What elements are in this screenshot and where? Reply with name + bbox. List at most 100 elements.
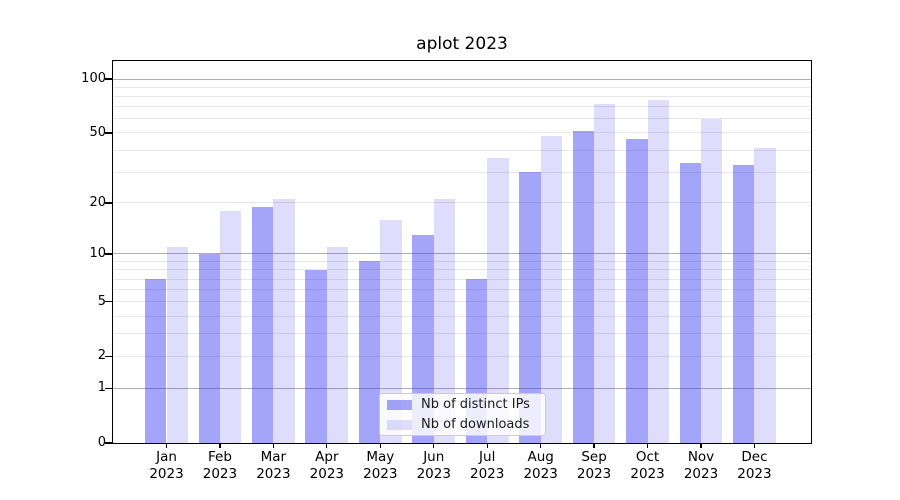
x-tick-month: Nov bbox=[687, 449, 715, 465]
x-tick-month: Apr bbox=[315, 449, 339, 465]
legend-label-downloads: Nb of downloads bbox=[421, 417, 530, 432]
bar-distinct-ips-jan bbox=[145, 279, 167, 443]
x-tick-label-mar: Mar 2023 bbox=[233, 449, 313, 483]
x-tick-label-jun: Jun 2023 bbox=[394, 449, 474, 483]
gridline-y-50 bbox=[113, 132, 811, 134]
y-tick-label-20: 20 bbox=[89, 194, 106, 210]
legend-swatch-distinct-ips-icon bbox=[387, 399, 412, 410]
x-tick-mark bbox=[486, 443, 488, 448]
bar-downloads-jul bbox=[487, 158, 509, 443]
bar-distinct-ips-feb bbox=[198, 253, 220, 443]
bar-downloads-feb bbox=[219, 210, 242, 443]
gridline-y-100 bbox=[113, 78, 811, 80]
legend-swatch-downloads-icon bbox=[387, 419, 412, 430]
x-tick-mark bbox=[219, 443, 221, 448]
bar-distinct-ips-apr bbox=[305, 269, 327, 443]
bar-downloads-mar bbox=[273, 199, 295, 443]
x-tick-month: May bbox=[366, 449, 395, 465]
y-tick-mark bbox=[105, 202, 112, 204]
x-tick-month: Jan bbox=[156, 449, 177, 465]
bar-distinct-ips-mar bbox=[252, 206, 274, 443]
gridline-y-7 bbox=[113, 278, 811, 280]
chart-title: aplot 2023 bbox=[416, 34, 508, 54]
x-tick-mark bbox=[433, 443, 435, 448]
x-tick-year: 2023 bbox=[256, 466, 291, 482]
y-tick-mark bbox=[105, 355, 112, 357]
gridline-y-6 bbox=[113, 289, 811, 291]
gridline-y-80 bbox=[113, 95, 811, 97]
bar-downloads-apr bbox=[326, 247, 349, 443]
x-tick-year: 2023 bbox=[309, 466, 345, 482]
x-tick-label-nov: Nov 2023 bbox=[661, 449, 741, 483]
x-tick-label-jan: Jan 2023 bbox=[127, 449, 207, 483]
x-tick-month: Jul bbox=[479, 449, 496, 465]
x-tick-year: 2023 bbox=[737, 466, 772, 482]
bar-distinct-ips-aug bbox=[519, 172, 541, 443]
bar-downloads-aug bbox=[540, 136, 563, 443]
gridline-y-20 bbox=[113, 202, 811, 204]
y-tick-label-2: 2 bbox=[97, 348, 106, 364]
x-tick-year: 2023 bbox=[416, 466, 451, 482]
x-tick-mark bbox=[646, 443, 649, 448]
bar-downloads-dec bbox=[754, 148, 776, 443]
bar-downloads-nov bbox=[701, 118, 723, 443]
legend: Nb of distinct IPs Nb of downloads bbox=[379, 393, 546, 436]
x-tick-mark bbox=[165, 443, 168, 448]
x-tick-month: Sep bbox=[581, 449, 607, 465]
gridline-y-90 bbox=[113, 86, 811, 88]
y-tick-mark bbox=[105, 442, 112, 444]
legend-label-distinct-ips: Nb of distinct IPs bbox=[421, 397, 530, 412]
x-tick-month: Aug bbox=[527, 449, 554, 465]
x-tick-mark bbox=[326, 443, 328, 448]
y-tick-label-1: 1 bbox=[97, 380, 106, 396]
y-tick-label-10: 10 bbox=[89, 245, 106, 261]
x-tick-label-feb: Feb 2023 bbox=[180, 449, 260, 483]
y-tick-mark bbox=[105, 132, 112, 134]
x-tick-mark bbox=[593, 443, 595, 448]
plot-area: Nb of distinct IPs Nb of downloads bbox=[112, 60, 812, 444]
bar-downloads-jun bbox=[433, 199, 456, 443]
x-tick-label-aug: Aug 2023 bbox=[501, 449, 581, 483]
x-tick-mark bbox=[700, 443, 702, 448]
y-tick-mark bbox=[105, 301, 112, 303]
x-tick-month: Feb bbox=[207, 449, 232, 465]
bar-distinct-ips-sep bbox=[572, 131, 595, 443]
gridline-y-8 bbox=[113, 269, 811, 271]
y-tick-mark bbox=[105, 387, 112, 389]
y-tick-label-50: 50 bbox=[89, 124, 106, 140]
x-tick-year: 2023 bbox=[149, 466, 184, 482]
gridline-y-40 bbox=[113, 149, 811, 151]
x-tick-year: 2023 bbox=[630, 466, 665, 482]
x-tick-label-may: May 2023 bbox=[340, 449, 420, 483]
x-tick-year: 2023 bbox=[576, 466, 612, 482]
x-tick-year: 2023 bbox=[523, 466, 558, 482]
x-tick-year: 2023 bbox=[683, 466, 719, 482]
bar-distinct-ips-dec bbox=[733, 164, 755, 443]
legend-item: Nb of downloads bbox=[387, 417, 545, 432]
x-tick-month: Mar bbox=[260, 449, 287, 465]
gridline-y-4 bbox=[113, 315, 811, 317]
x-tick-label-dec: Dec 2023 bbox=[714, 449, 794, 483]
x-tick-mark bbox=[379, 443, 381, 448]
gridline-y-2 bbox=[113, 355, 811, 357]
x-tick-label-oct: Oct 2023 bbox=[608, 449, 688, 483]
bar-distinct-ips-nov bbox=[679, 162, 701, 443]
y-tick-mark bbox=[105, 78, 112, 80]
gridline-y-10 bbox=[113, 253, 811, 255]
gridline-y-3 bbox=[113, 333, 811, 335]
x-tick-mark bbox=[272, 443, 275, 448]
x-tick-mark bbox=[753, 443, 756, 448]
x-tick-month: Dec bbox=[741, 449, 768, 465]
x-tick-label-sep: Sep 2023 bbox=[554, 449, 634, 483]
y-tick-mark bbox=[105, 253, 112, 255]
x-tick-label-jul: Jul 2023 bbox=[447, 449, 527, 483]
x-tick-mark bbox=[540, 443, 542, 448]
x-tick-year: 2023 bbox=[202, 466, 238, 482]
bar-distinct-ips-oct bbox=[626, 139, 648, 443]
bar-distinct-ips-jun bbox=[412, 234, 434, 443]
x-tick-label-apr: Apr 2023 bbox=[287, 449, 367, 483]
y-tick-label-100: 100 bbox=[81, 71, 106, 87]
gridline-y-9 bbox=[113, 260, 811, 262]
bar-downloads-sep bbox=[594, 103, 616, 443]
legend-item: Nb of distinct IPs bbox=[387, 397, 545, 412]
